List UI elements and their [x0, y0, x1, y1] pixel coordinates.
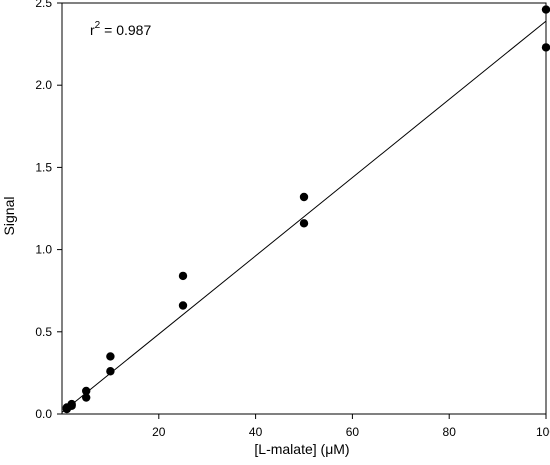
data-point [178, 301, 188, 310]
x-tick-label: 20 [152, 425, 166, 439]
y-axis-label: Signal [1, 197, 17, 236]
plot-frame [61, 2, 547, 415]
data-point [299, 219, 309, 228]
x-axis-ticks: 20 40 60 80 100 [152, 414, 550, 439]
x-axis-label: [L-malate] (μM) [254, 441, 349, 457]
x-tick-label: 40 [249, 425, 263, 439]
y-axis-ticks: 0.0 0.5 1.0 1.5 2.0 2.5 [35, 0, 62, 421]
r-squared-annotation: r2 = 0.987 [90, 20, 151, 38]
data-point [299, 192, 309, 202]
plot-border [61, 2, 547, 415]
data-point [541, 43, 550, 52]
y-tick-label: 2.0 [35, 78, 52, 92]
y-tick-label: 1.0 [35, 243, 52, 257]
x-tick-label: 80 [443, 425, 457, 439]
y-tick-label: 1.5 [35, 160, 52, 174]
data-point [82, 386, 91, 396]
r-squared-value: = 0.987 [100, 22, 151, 38]
data-point [178, 271, 188, 281]
data-point [67, 399, 76, 409]
data-point [106, 352, 115, 361]
data-point [541, 5, 550, 14]
data-point [106, 367, 115, 376]
fit-line-group [61, 20, 547, 413]
y-tick-label: 0.0 [35, 407, 52, 421]
data-point [82, 393, 91, 402]
y-tick-label: 2.5 [35, 0, 52, 10]
x-tick-label: 60 [346, 425, 360, 439]
fit-line [61, 20, 547, 413]
r-squared-base: r [90, 22, 95, 38]
x-tick-label: 100 [536, 425, 550, 439]
r-squared-superscript: 2 [95, 20, 101, 31]
data-points [62, 5, 550, 414]
y-tick-label: 0.5 [35, 325, 52, 339]
